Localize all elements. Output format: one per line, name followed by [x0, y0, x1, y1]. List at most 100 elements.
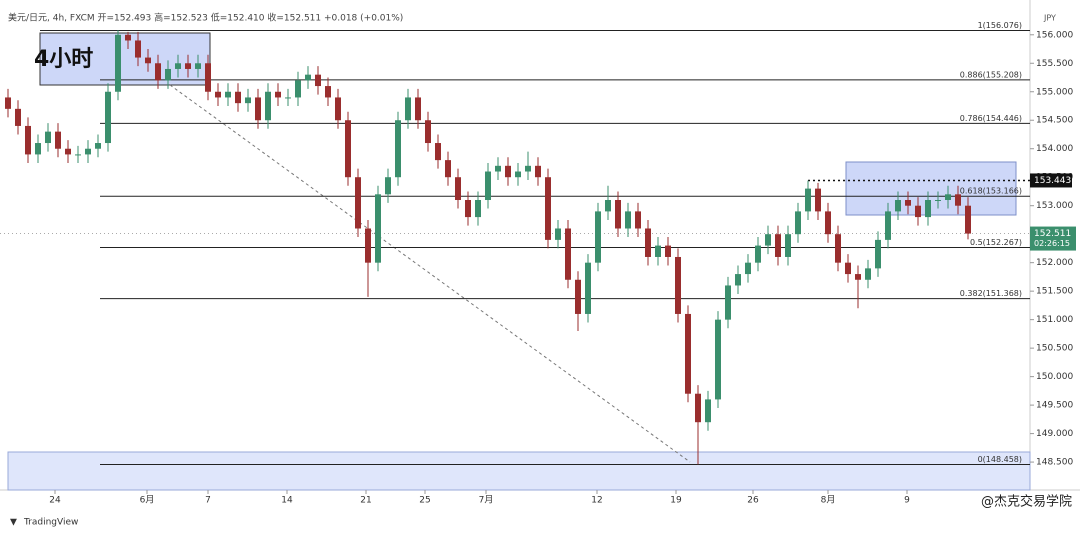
- candle-body: [835, 234, 841, 263]
- watermark: @杰克交易学院: [981, 494, 1072, 510]
- candle-body: [365, 228, 371, 263]
- candle-body: [505, 165, 511, 178]
- candle-body: [305, 74, 311, 81]
- candle-body: [715, 319, 721, 400]
- candle-body: [665, 245, 671, 257]
- x-tick-label: 19: [670, 496, 682, 506]
- candle-body: [655, 245, 661, 257]
- candle-body: [765, 234, 771, 246]
- candle-body: [575, 279, 581, 314]
- x-tick-label: 7月: [479, 495, 494, 506]
- candle-body: [45, 131, 51, 144]
- y-tick-label: 154.000: [1036, 144, 1073, 154]
- candle-body: [535, 165, 541, 178]
- y-tick-label: 150.500: [1036, 344, 1073, 354]
- last-price-label: 152.511: [1034, 229, 1071, 239]
- candle-body: [85, 148, 91, 155]
- fib-level-label: 1(156.076): [978, 21, 1022, 30]
- candle-body: [135, 40, 141, 58]
- candle-body: [275, 91, 281, 98]
- chart-header: 美元/日元, 4h, FXCM 开=152.493 高=152.523 低=15…: [8, 12, 403, 24]
- currency-label: JPY: [1043, 14, 1056, 23]
- y-tick-label: 148.500: [1036, 458, 1073, 468]
- candle-body: [445, 160, 451, 178]
- candle-body: [855, 274, 861, 280]
- candle-body: [775, 234, 781, 257]
- candle-body: [395, 120, 401, 178]
- candle-body: [625, 211, 631, 229]
- candle-body: [955, 194, 961, 206]
- candle-body: [185, 63, 191, 69]
- candle-body: [595, 211, 601, 263]
- candle-body: [145, 57, 151, 64]
- candle-body: [455, 177, 461, 201]
- candle-body: [15, 108, 21, 126]
- candle-body: [945, 194, 951, 201]
- candle-body: [695, 393, 701, 423]
- x-tick-label: 21: [360, 496, 371, 506]
- candle-body: [645, 228, 651, 257]
- candle-body: [485, 171, 491, 201]
- x-tick-label: 9: [904, 496, 910, 506]
- candle-body: [75, 154, 81, 156]
- x-tick-label: 7: [205, 496, 211, 506]
- candle-body: [385, 177, 391, 195]
- candle-body: [165, 68, 171, 81]
- candle-body: [515, 171, 521, 178]
- candle-body: [255, 97, 261, 121]
- candle-body: [565, 228, 571, 280]
- fib-level-label: 0.886(155.208): [960, 70, 1022, 79]
- candle-body: [555, 228, 561, 240]
- candle-body: [125, 34, 131, 41]
- fib-level-label: 0.5(152.267): [970, 238, 1022, 247]
- y-tick-label: 149.500: [1036, 401, 1073, 411]
- candle-body: [755, 245, 761, 263]
- candle-body: [415, 97, 421, 121]
- candle-body: [225, 91, 231, 98]
- candle-body: [25, 125, 31, 155]
- candle-body: [115, 34, 121, 92]
- candle-body: [55, 131, 61, 149]
- x-tick-label: 25: [419, 496, 430, 506]
- candle-body: [785, 234, 791, 257]
- candle-body: [435, 143, 441, 161]
- candle-body: [845, 262, 851, 275]
- x-tick-label: 26: [747, 496, 759, 506]
- candle-body: [325, 86, 331, 98]
- timeframe-annotation: 4小时: [34, 47, 93, 72]
- candle-body: [935, 200, 941, 202]
- candle-body: [35, 143, 41, 155]
- y-tick-label: 155.500: [1036, 59, 1073, 69]
- x-tick-label: 14: [281, 496, 293, 506]
- candle-body: [885, 211, 891, 240]
- candle-body: [585, 262, 591, 314]
- candle-body: [155, 63, 161, 81]
- candle-body: [635, 211, 641, 229]
- y-tick-label: 156.000: [1036, 30, 1073, 40]
- fib-level-label: 0(148.458): [978, 455, 1022, 464]
- candle-body: [735, 274, 741, 286]
- fib-level-label: 0.786(154.446): [960, 114, 1022, 123]
- y-tick-label: 153.000: [1036, 201, 1073, 211]
- fib-level-label: 0.618(153.166): [960, 187, 1022, 196]
- candle-body: [205, 63, 211, 92]
- candle-body: [375, 194, 381, 263]
- candle-body: [795, 211, 801, 235]
- top-zone-box: [39, 32, 211, 86]
- candle-body: [685, 313, 691, 394]
- candle-body: [705, 399, 711, 423]
- y-tick-label: 151.000: [1036, 315, 1073, 325]
- candle-body: [615, 200, 621, 229]
- candle-body: [465, 200, 471, 218]
- marker-price-label: 153.443: [1034, 176, 1071, 186]
- candle-body: [875, 239, 881, 269]
- candle-body: [175, 63, 181, 69]
- marker-price-tag: [1030, 173, 1072, 188]
- x-tick-label: 8月: [821, 495, 836, 506]
- candle-body: [925, 200, 931, 218]
- y-tick-label: 155.000: [1036, 87, 1073, 97]
- countdown-label: 02:26:15: [1034, 239, 1070, 248]
- candle-body: [745, 262, 751, 275]
- candle-body: [965, 205, 971, 234]
